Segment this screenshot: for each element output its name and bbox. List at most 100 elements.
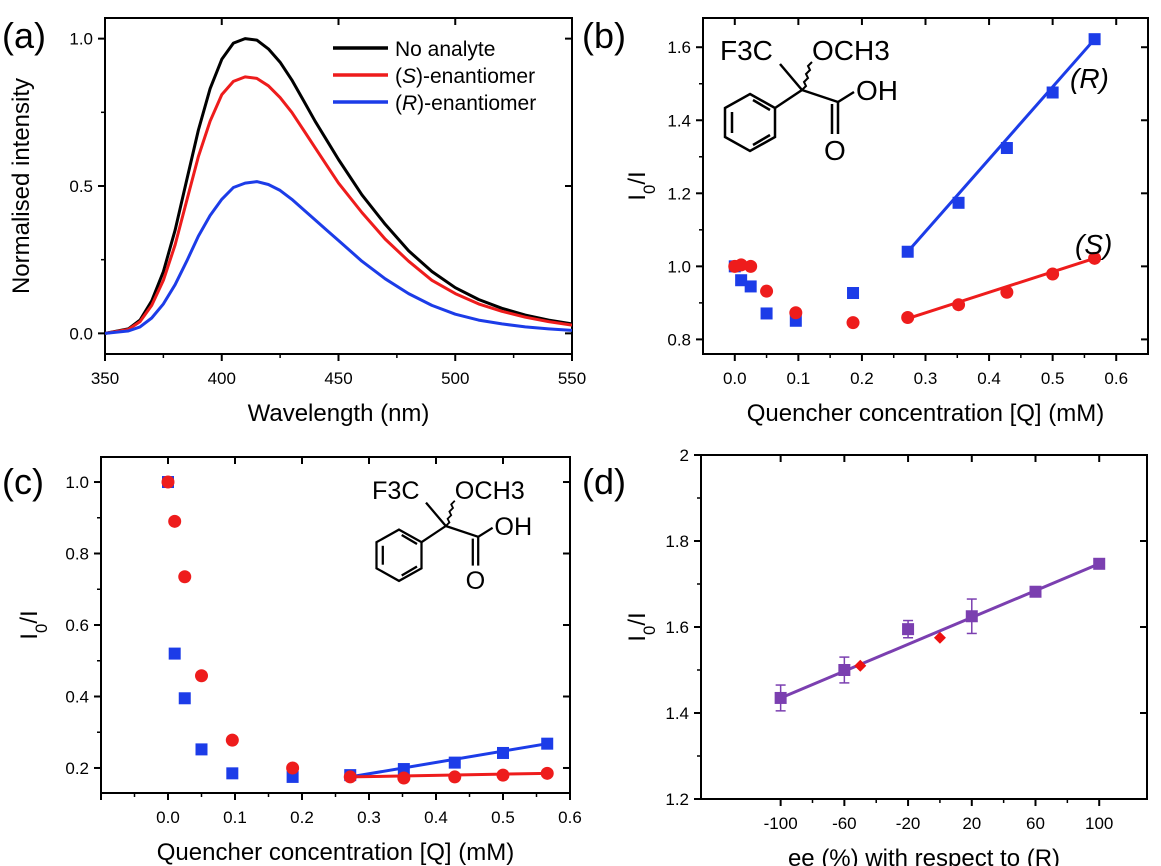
y-tick-label: 0.6	[65, 616, 89, 635]
x-tick-label: 450	[324, 369, 352, 388]
x-tick-label: 350	[91, 369, 119, 388]
f3c-group: F3C	[372, 477, 420, 505]
data-point-square	[1029, 585, 1042, 598]
benzene-double-bond	[401, 534, 418, 545]
y-tick-label: 0.2	[65, 759, 89, 778]
x-tick-label: 550	[558, 369, 586, 388]
data-point-square	[168, 647, 181, 660]
data-point-circle	[286, 761, 300, 775]
data-point-square	[286, 770, 299, 783]
x-tick-label: 100	[1085, 814, 1113, 833]
x-axis-label: Wavelength (nm)	[248, 400, 430, 427]
x-tick-label: -100	[764, 814, 798, 833]
chemical-structure-c: F3C OCH3 OH O	[372, 477, 532, 595]
data-point-square	[1093, 557, 1106, 570]
data-point-square	[1046, 86, 1059, 99]
x-tick-label: 0.0	[723, 369, 747, 388]
y-tick-label: 1.0	[69, 30, 93, 49]
y-tick-label: 1.0	[65, 473, 89, 492]
data-point-square	[744, 280, 757, 293]
x-tick-label: 0.0	[156, 808, 180, 827]
data-point-circle	[343, 770, 357, 784]
och3-group: OCH3	[812, 35, 890, 66]
x-tick-label: 0.2	[850, 369, 874, 388]
data-point-square	[901, 245, 914, 258]
x-tick-label: 0.1	[787, 369, 811, 388]
x-tick-label: 0.4	[977, 369, 1001, 388]
plot-frame	[100, 456, 571, 794]
y-tick-label: 0.8	[65, 545, 89, 564]
data-point-square	[902, 623, 915, 636]
x-tick-label: 0.6	[558, 808, 582, 827]
fit-line	[780, 562, 1100, 700]
data-point-circle	[846, 316, 860, 330]
bond	[779, 63, 803, 91]
data-point-square	[1088, 33, 1101, 46]
o-atom: O	[466, 567, 486, 595]
series-group	[161, 475, 554, 785]
panel-a: 350 400 450 500 550 0.0 0.5 1.0 Wavelength (nm) N…	[8, 17, 586, 427]
x-tick-label: 20	[962, 814, 981, 833]
series-line	[105, 37, 572, 335]
y-tick-label: 0.0	[69, 324, 93, 343]
bond	[425, 501, 447, 527]
label-s-enantiomer: (S)	[1075, 229, 1112, 260]
data-point-diamond	[854, 659, 867, 672]
legend-entry: No analyte	[395, 38, 495, 61]
x-tick-label: 60	[1026, 814, 1045, 833]
y-tick-label: 0.8	[667, 330, 691, 349]
data-point-circle	[734, 258, 748, 272]
y-tick-label: 1.2	[667, 184, 691, 203]
y-tick-label: 1.4	[667, 111, 691, 130]
y-tick-label: 1.2	[665, 790, 689, 809]
oh-group: OH	[494, 513, 532, 541]
panel-c-letter: (c)	[2, 461, 44, 502]
series-group	[728, 33, 1102, 330]
data-point-circle	[496, 768, 510, 782]
data-point-circle	[1000, 285, 1014, 299]
y-tick-label: 2	[680, 446, 689, 465]
bond	[774, 88, 803, 110]
data-point-square	[448, 756, 461, 769]
y-axis-label: I0/I	[624, 612, 659, 641]
series-group	[774, 557, 1106, 712]
data-point-circle	[397, 771, 411, 785]
x-tick-label: 0.2	[290, 808, 314, 827]
data-point-circle	[161, 475, 175, 489]
x-tick-label: 0.6	[1104, 369, 1128, 388]
data-point-square	[195, 743, 208, 756]
benzene-ring	[375, 528, 423, 583]
y-tick-label: 1.6	[665, 618, 689, 637]
x-tick-label: 400	[208, 369, 236, 388]
data-point-circle	[195, 669, 208, 683]
chemical-structure-b: F3C OCH3 OH O	[720, 35, 898, 166]
data-point-square	[952, 196, 965, 209]
och3-group: OCH3	[455, 477, 525, 505]
bond	[801, 88, 839, 104]
data-point-square	[497, 746, 509, 759]
y-axis-label: Normalised intensity	[8, 78, 35, 294]
legend-entry: (R)-enantiomer	[395, 92, 536, 115]
data-point-square	[760, 307, 773, 320]
data-point-square	[1000, 142, 1013, 155]
data-point-square	[226, 767, 239, 780]
wavy-bond	[801, 61, 813, 91]
y-tick-label: 1.4	[665, 704, 689, 723]
data-point-square	[735, 274, 748, 287]
y-tick-label: 0.4	[65, 687, 89, 706]
data-point-square	[847, 287, 860, 300]
x-tick-label: -20	[896, 814, 921, 833]
data-point-square	[178, 692, 191, 705]
bond	[477, 526, 494, 538]
fit-line	[349, 742, 548, 779]
y-tick-label: 1.0	[667, 257, 691, 276]
data-point-circle	[952, 298, 966, 312]
bond	[420, 525, 447, 544]
data-point-circle	[540, 766, 554, 780]
y-tick-label: 1.6	[667, 38, 691, 57]
oh-group: OH	[856, 75, 898, 106]
bond	[837, 90, 855, 104]
data-point-square	[965, 610, 978, 623]
data-point-circle	[1046, 267, 1060, 281]
